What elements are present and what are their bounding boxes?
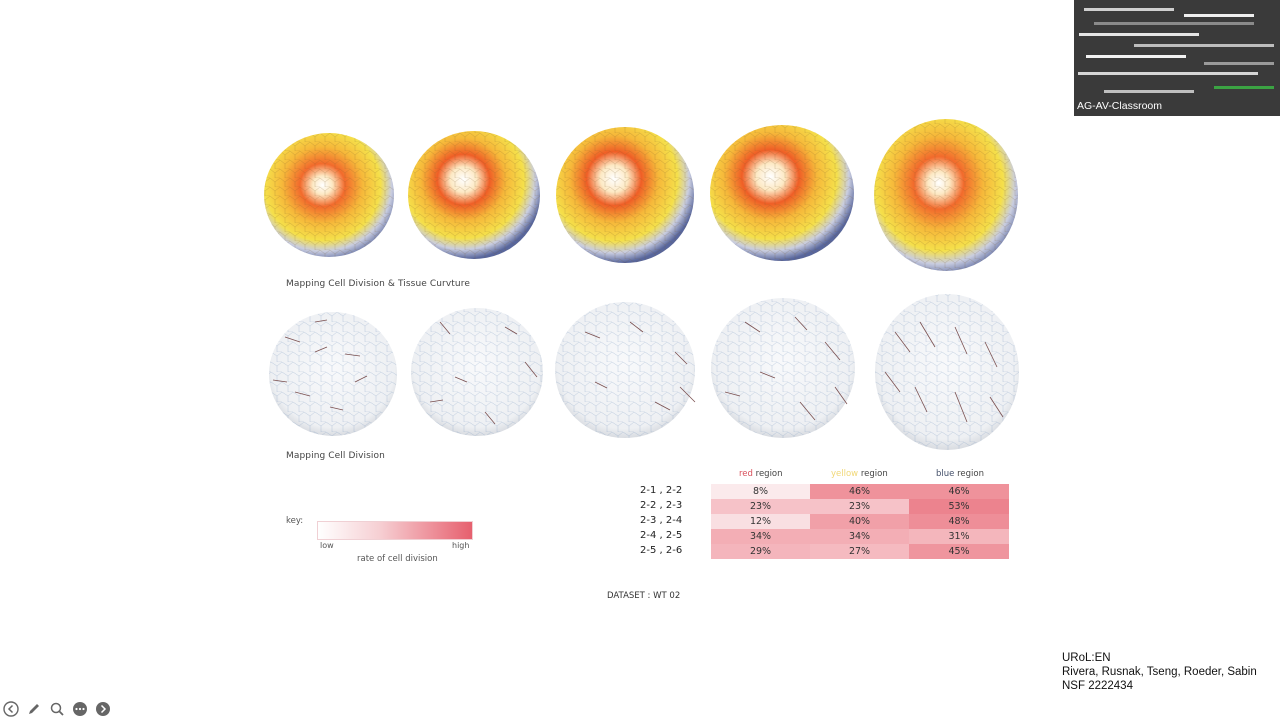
table-cell: 8%: [711, 484, 810, 499]
division-blob-3: [555, 302, 696, 438]
division-blob-1: [269, 312, 397, 436]
row-label: 2-2 , 2-3: [640, 500, 683, 511]
webcam-thumbnail[interactable]: AG-AV-Classroom: [1074, 0, 1280, 116]
credits-line-2: Rivera, Rusnak, Tseng, Roeder, Sabin: [1062, 666, 1257, 678]
heatmap-blob-4: [710, 125, 854, 261]
more-icon[interactable]: [71, 700, 89, 718]
table-cell: 46%: [810, 484, 909, 499]
table-cell: 29%: [711, 544, 810, 559]
division-blob-5: [875, 294, 1019, 450]
table-cell: 46%: [909, 484, 1009, 499]
table-cell: 34%: [711, 529, 810, 544]
table-cell: 40%: [810, 514, 909, 529]
pen-icon[interactable]: [25, 700, 43, 718]
row-label: 2-1 , 2-2: [640, 485, 683, 496]
zoom-icon[interactable]: [48, 700, 66, 718]
division-blob-2: [411, 308, 543, 436]
header-yellow-region: yellow region: [831, 469, 888, 479]
table-cell: 48%: [909, 514, 1009, 529]
table-cell: 23%: [711, 499, 810, 514]
heatmap-blob-5: [874, 119, 1018, 271]
table-cell: 31%: [909, 529, 1009, 544]
back-icon[interactable]: [2, 700, 20, 718]
table-cell: 12%: [711, 514, 810, 529]
division-mesh-row: [269, 294, 1019, 450]
table-cell: 34%: [810, 529, 909, 544]
heatmap-blob-1: [264, 133, 394, 257]
table-cell: 23%: [810, 499, 909, 514]
key-title: rate of cell division: [357, 554, 438, 564]
credits: URoL:EN Rivera, Rusnak, Tseng, Roeder, S…: [1062, 651, 1257, 693]
key-label: key:: [286, 516, 304, 526]
caption-curvature: Mapping Cell Division & Tissue Curvture: [286, 279, 470, 289]
header-red-region: red region: [739, 469, 783, 479]
heatmap-blob-3: [556, 127, 694, 263]
presentation-toolbar: [2, 700, 112, 718]
table-cell: 45%: [909, 544, 1009, 559]
webcam-label: AG-AV-Classroom: [1077, 100, 1162, 112]
table-cell: 27%: [810, 544, 909, 559]
credits-line-3: NSF 2222434: [1062, 680, 1133, 692]
key-high-label: high: [452, 541, 470, 550]
caption-division: Mapping Cell Division: [286, 451, 385, 461]
key-gradient-bar: [317, 521, 473, 540]
header-blue-region: blue region: [936, 469, 984, 479]
credits-line-1: URoL:EN: [1062, 652, 1111, 664]
division-blob-4: [711, 298, 855, 438]
dataset-label: DATASET : WT 02: [607, 591, 681, 601]
row-label: 2-3 , 2-4: [640, 515, 683, 526]
table-cell: 53%: [909, 499, 1009, 514]
forward-icon[interactable]: [94, 700, 112, 718]
row-label: 2-5 , 2-6: [640, 545, 683, 556]
row-label: 2-4 , 2-5: [640, 530, 683, 541]
heatmap-mesh-row: [264, 119, 1018, 271]
heatmap-blob-2: [408, 131, 540, 259]
key-low-label: low: [320, 541, 334, 550]
